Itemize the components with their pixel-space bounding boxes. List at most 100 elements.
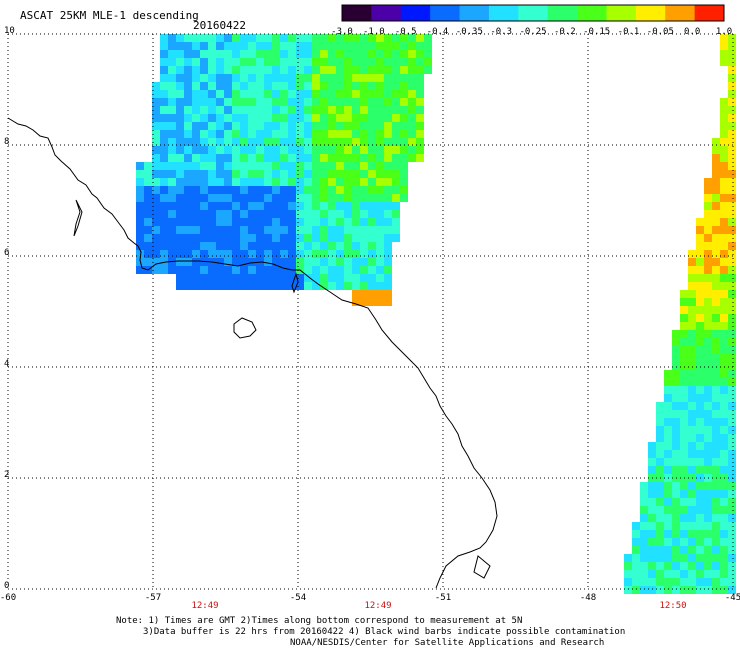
- swath-pixel: [688, 266, 696, 274]
- swath-pixel: [328, 266, 336, 274]
- swath-pixel: [192, 98, 200, 106]
- swath-pixel: [176, 138, 184, 146]
- swath-pixel: [280, 106, 288, 114]
- swath-pixel: [712, 218, 720, 226]
- swath-pixel: [136, 266, 144, 274]
- swath-pixel: [712, 202, 720, 210]
- swath-pixel: [184, 114, 192, 122]
- swath-pixel: [192, 274, 200, 282]
- swath-pixel: [376, 122, 384, 130]
- swath-pixel: [688, 386, 696, 394]
- swath-pixel: [728, 482, 736, 490]
- swath-pixel: [280, 178, 288, 186]
- swath-pixel: [304, 170, 312, 178]
- swath-pixel: [296, 210, 304, 218]
- swath-pixel: [160, 202, 168, 210]
- swath-pixel: [368, 170, 376, 178]
- swath-pixel: [712, 250, 720, 258]
- swath-pixel: [712, 362, 720, 370]
- swath-pixel: [232, 42, 240, 50]
- colorbar-segment: [459, 5, 490, 21]
- swath-pixel: [208, 34, 216, 42]
- swath-pixel: [160, 106, 168, 114]
- swath-pixel: [280, 202, 288, 210]
- swath-pixel: [728, 218, 736, 226]
- swath-pixel: [272, 122, 280, 130]
- swath-pixel: [152, 266, 160, 274]
- swath-pixel: [672, 586, 680, 594]
- swath-pixel: [144, 186, 152, 194]
- swath-pixel: [328, 66, 336, 74]
- swath-pixel: [728, 74, 736, 82]
- swath-pixel: [624, 562, 632, 570]
- swath-pixel: [664, 394, 672, 402]
- swath-pixel: [352, 290, 360, 298]
- swath-pixel: [376, 282, 384, 290]
- swath-pixel: [216, 282, 224, 290]
- swath-pixel: [336, 34, 344, 42]
- swath-pixel: [696, 306, 704, 314]
- swath-pixel: [400, 90, 408, 98]
- swath-pixel: [336, 250, 344, 258]
- swath-pixel: [256, 242, 264, 250]
- swath-pixel: [720, 146, 728, 154]
- swath-pixel: [256, 234, 264, 242]
- swath-pixel: [384, 282, 392, 290]
- colorbar-tick-label: 0.0: [684, 27, 701, 37]
- swath-pixel: [704, 490, 712, 498]
- swath-pixel: [296, 106, 304, 114]
- coastline-south-america: [7, 117, 498, 589]
- swath-pixel: [384, 34, 392, 42]
- swath-pixel: [712, 282, 720, 290]
- swath-pixel: [216, 58, 224, 66]
- coast-detail-south: [473, 555, 491, 579]
- swath-pixel: [200, 138, 208, 146]
- swath-pixel: [392, 218, 400, 226]
- swath-pixel: [672, 538, 680, 546]
- swath-pixel: [720, 586, 728, 594]
- swath-pixel: [272, 66, 280, 74]
- swath-pixel: [288, 178, 296, 186]
- swath-pixel: [152, 106, 160, 114]
- swath-pixel: [248, 194, 256, 202]
- swath-pixel: [360, 274, 368, 282]
- swath-pixel: [680, 482, 688, 490]
- swath-pixel: [720, 138, 728, 146]
- swath-pixel: [256, 74, 264, 82]
- swath-pixel: [664, 562, 672, 570]
- swath-pixel: [312, 106, 320, 114]
- swath-pixel: [656, 442, 664, 450]
- swath-pixel: [704, 314, 712, 322]
- swath-pixel: [672, 330, 680, 338]
- swath-pixel: [304, 34, 312, 42]
- swath-pixel: [272, 170, 280, 178]
- swath-pixel: [720, 162, 728, 170]
- swath-pixel: [656, 570, 664, 578]
- swath-pixel: [416, 114, 424, 122]
- swath-pixel: [152, 82, 160, 90]
- swath-pixel: [232, 34, 240, 42]
- swath-pixel: [168, 234, 176, 242]
- swath-pixel: [280, 282, 288, 290]
- swath-pixel: [688, 426, 696, 434]
- swath-pixel: [208, 202, 216, 210]
- swath-pixel: [408, 154, 416, 162]
- swath-pixel: [728, 146, 736, 154]
- swath-pixel: [720, 538, 728, 546]
- swath-pixel: [648, 578, 656, 586]
- swath-pixel: [656, 418, 664, 426]
- swath-pixel: [200, 146, 208, 154]
- swath-pixel: [352, 258, 360, 266]
- swath-pixel: [320, 58, 328, 66]
- swath-pixel: [288, 138, 296, 146]
- swath-pixel: [720, 466, 728, 474]
- swath-pixel: [728, 314, 736, 322]
- swath-pixel: [712, 578, 720, 586]
- river-mouth: [291, 272, 299, 294]
- swath-pixel: [208, 226, 216, 234]
- swath-pixel: [688, 490, 696, 498]
- swath-pixel: [648, 498, 656, 506]
- swath-pixel: [216, 226, 224, 234]
- swath-pixel: [728, 242, 736, 250]
- swath-pixel: [352, 162, 360, 170]
